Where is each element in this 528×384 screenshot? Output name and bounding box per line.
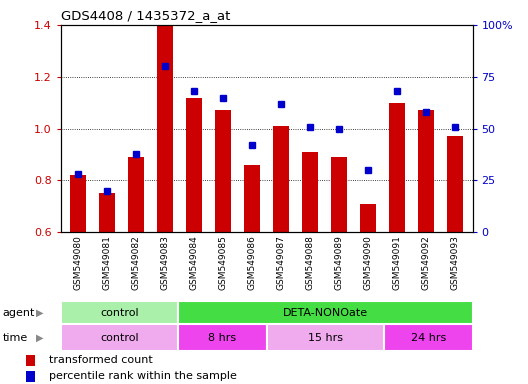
Bar [26, 355, 35, 366]
Text: GDS4408 / 1435372_a_at: GDS4408 / 1435372_a_at [61, 9, 230, 22]
Text: ▶: ▶ [36, 333, 43, 343]
Bar [302, 152, 318, 232]
Bar [389, 103, 405, 232]
Bar [244, 165, 260, 232]
Bar [384, 324, 473, 351]
Bar [215, 111, 231, 232]
Bar [157, 25, 173, 232]
Text: 8 hrs: 8 hrs [209, 333, 237, 343]
Text: control: control [100, 333, 139, 343]
Bar [447, 136, 463, 232]
Text: transformed count: transformed count [49, 355, 152, 365]
Text: agent: agent [3, 308, 35, 318]
Bar [61, 324, 178, 351]
Bar [360, 204, 376, 232]
Text: control: control [100, 308, 139, 318]
Bar [267, 324, 384, 351]
Bar [178, 324, 267, 351]
Text: 15 hrs: 15 hrs [308, 333, 343, 343]
Text: time: time [3, 333, 28, 343]
Bar [61, 301, 178, 324]
Text: percentile rank within the sample: percentile rank within the sample [49, 371, 237, 381]
Bar [178, 301, 473, 324]
Bar [331, 157, 347, 232]
Text: 24 hrs: 24 hrs [411, 333, 446, 343]
Bar [70, 175, 86, 232]
Bar [128, 157, 144, 232]
Bar [273, 126, 289, 232]
Bar [186, 98, 202, 232]
Bar [99, 194, 115, 232]
Text: DETA-NONOate: DETA-NONOate [283, 308, 368, 318]
Text: ▶: ▶ [36, 308, 43, 318]
Bar [26, 371, 35, 382]
Bar [418, 111, 434, 232]
